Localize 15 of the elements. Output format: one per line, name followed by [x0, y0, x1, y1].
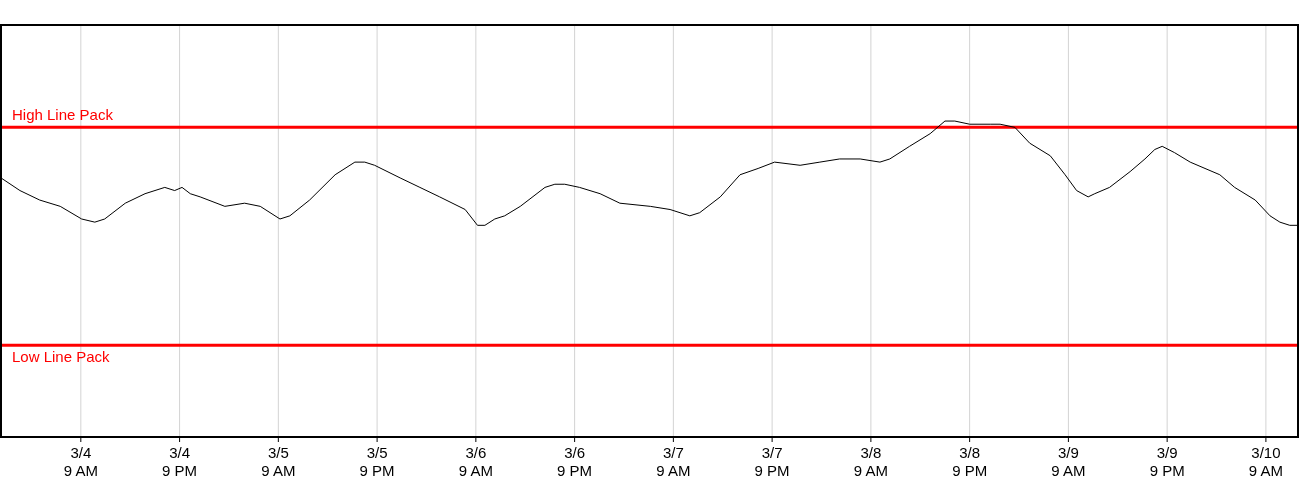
x-tick-label: 3/4 9 AM: [63, 444, 98, 479]
x-tick-label: 3/5 9 AM: [261, 444, 296, 479]
ref-line-label: High Line Pack: [12, 106, 114, 124]
x-tick-label: 3/4 9 PM: [162, 444, 198, 479]
x-tick-label: 3/8 9 PM: [952, 444, 988, 479]
ref-line-label: Low Line Pack: [12, 348, 111, 366]
x-tick-label: 3/6 9 PM: [557, 444, 593, 479]
x-tick-label: 3/7 9 AM: [656, 444, 691, 479]
x-tick-label: 3/6 9 AM: [458, 444, 493, 479]
x-tick-label: 3/9 9 PM: [1149, 444, 1185, 479]
x-tick-label: 3/9 9 AM: [1051, 444, 1086, 479]
x-tick-label: 3/8 9 AM: [853, 444, 888, 479]
x-tick-label: 3/10 9 AM: [1248, 444, 1283, 479]
x-tick-label: 3/7 9 PM: [754, 444, 790, 479]
x-tick-label: 3/5 9 PM: [359, 444, 395, 479]
